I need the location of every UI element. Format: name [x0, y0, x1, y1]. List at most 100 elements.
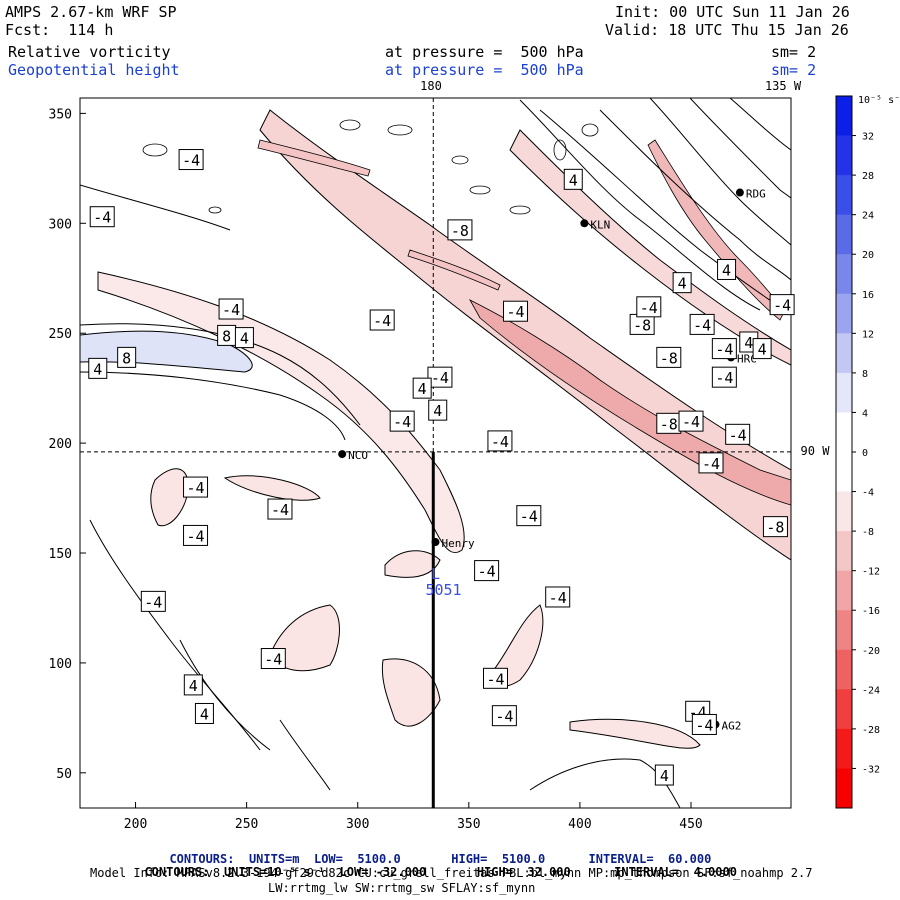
contour-label-box [698, 452, 724, 474]
station-marker [338, 450, 347, 459]
colorbar-label: -4 [862, 488, 874, 499]
contour-label-box [447, 219, 473, 241]
x-tick-label: 250 [235, 817, 258, 832]
vorticity-streak [257, 139, 371, 177]
contour-label: -4 [495, 708, 513, 726]
contour-label: 4 [189, 677, 198, 695]
contour-label: -4 [506, 303, 524, 321]
footer-model-info: Model Info: MPASv8.2.3-194-gf29cd82c CU:… [90, 866, 813, 880]
y-tick-label: 50 [56, 767, 72, 782]
contour-label-box [218, 298, 244, 320]
station-label: KLN [590, 218, 610, 231]
grid-label-135w: 135 W [765, 79, 802, 93]
contour-label-box [491, 705, 517, 727]
contour-label: 4 [240, 330, 249, 348]
footer-high: HIGH= 32.000 [476, 865, 571, 879]
colorbar-label: 0 [862, 448, 868, 459]
colorbar-swatch [836, 254, 852, 295]
negative-blob [384, 550, 441, 578]
colorbar-label: 24 [862, 211, 874, 222]
contour-line [89, 519, 261, 751]
contour-label-box [672, 272, 692, 294]
contour-label: -4 [549, 589, 567, 607]
contour-label: -4 [478, 563, 496, 581]
contour-speckle [451, 155, 469, 165]
contour-label: 4 [93, 360, 102, 378]
contour-label: -4 [271, 501, 289, 519]
contour-label: -4 [702, 455, 720, 473]
contour-label-box [234, 327, 254, 349]
y-axis: 50 100 150 200 250 300 350 [49, 107, 86, 782]
colorbar-label: 12 [862, 329, 874, 340]
y-tick-label: 350 [49, 107, 72, 122]
contour-line [279, 719, 331, 791]
contour-line [80, 323, 361, 426]
station-label: NCO [348, 449, 368, 462]
contour-speckles [142, 119, 599, 215]
contour-label: 4 [418, 380, 427, 398]
negative-vorticity-streak-ne [647, 139, 786, 321]
contour-label: 4 [722, 261, 731, 279]
station-label: RDG [746, 188, 766, 201]
contour-label-box [516, 505, 542, 527]
contour-label-box [412, 377, 432, 399]
contour-speckle [581, 123, 599, 137]
x-tick-label: 300 [346, 817, 369, 832]
colorbar-label: 16 [862, 290, 874, 301]
contour-label: -4 [431, 369, 449, 387]
colorbar-label: -8 [862, 527, 874, 538]
contour-label-box [711, 366, 737, 388]
field2-name: Geopotential height [8, 61, 180, 79]
contour-label: -4 [682, 413, 700, 431]
vorticity-streak [407, 249, 501, 291]
contour-label-box [389, 410, 415, 432]
colorbar-swatch [836, 689, 852, 730]
footer-label: CONTOURS: [144, 865, 210, 879]
footer-label: CONTOURS: [169, 852, 235, 866]
contour-line [519, 99, 761, 311]
colorbar-swatch [836, 610, 852, 651]
grid-label-90w: 90 W [801, 444, 831, 458]
footer-low: LOW= 5100.0 [313, 852, 401, 866]
colorbar: 32 28 24 20 16 12 8 4 0 -4 -8 -12 -16 -20 -24 -28 -32 [835, 95, 880, 809]
contour-label-box [725, 423, 751, 445]
colorbar-label: 8 [862, 369, 868, 380]
field1-smoothing: sm= 2 [771, 43, 817, 61]
contour-label-box [428, 399, 448, 421]
contour-speckle [142, 143, 168, 157]
x-axis: 200 250 300 350 400 450 [124, 802, 703, 832]
contour-speckle [509, 205, 531, 215]
contour-label-box [183, 476, 209, 498]
valid-time: Valid: 18 UTC Thu 15 Jan 26 [605, 21, 849, 39]
colorbar-label: -12 [862, 567, 880, 578]
grid-label-180: 180 [420, 79, 442, 93]
contour-label: -4 [222, 301, 240, 319]
contour-label: -8 [633, 316, 651, 334]
colorbar-swatch [836, 293, 852, 334]
contour-label: -4 [187, 479, 205, 497]
contour-line [689, 98, 791, 199]
colorbar-swatch [836, 175, 852, 216]
negative-blob [150, 468, 189, 527]
gridlines [80, 98, 791, 453]
field1-level: at pressure = 500 hPa [385, 43, 584, 61]
footer-contours-height: CONTOURS: UNITS=m LOW= 5100.0 HIGH= 5100… [155, 838, 711, 866]
colorbar-label: -24 [862, 685, 880, 696]
forecast-hour: Fcst: 114 h [5, 21, 114, 39]
model-title: AMPS 2.67-km WRF SP [5, 3, 177, 21]
contour-label-box [711, 338, 737, 360]
colorbar-label: 32 [862, 132, 874, 143]
contour-label: -4 [640, 299, 658, 317]
colorbar-swatch [836, 531, 852, 572]
contour-label-box [267, 498, 293, 520]
station-marker [735, 188, 744, 197]
contour-label: -8 [451, 222, 469, 240]
contour-label: 8 [222, 327, 231, 345]
station-label: AG2 [721, 719, 741, 732]
init-time: Init: 00 UTC Sun 11 Jan 26 [615, 3, 850, 21]
contour-label: 4 [678, 275, 687, 293]
station-label: HRC [737, 352, 757, 365]
contour-label: -4 [393, 413, 411, 431]
contour-speckle [553, 139, 567, 161]
colorbar-swatch [836, 214, 852, 255]
